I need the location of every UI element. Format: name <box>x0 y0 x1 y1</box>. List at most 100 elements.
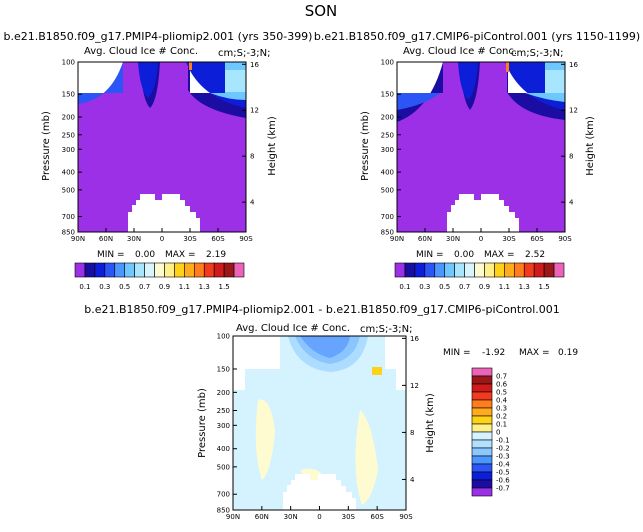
panel-3-xtick-label-0: 90N <box>226 513 240 521</box>
panel-2-subtitle-left: Avg. Cloud Ice # Conc. <box>403 46 517 57</box>
panel-2-colorbar-box-3 <box>424 262 436 278</box>
panel-3-xtick-label-2: 30N <box>284 513 298 521</box>
panel-3-colorbar-box-10 <box>471 447 493 457</box>
panel-3-colorbar-label-13: -0.6 <box>496 477 510 485</box>
panel-3-x-ticks: 90N 60N 30N 0 30S 60S 90S <box>226 506 413 521</box>
panel-1-colorbar-box-15 <box>223 262 235 278</box>
panel-3-colorbar-box-7 <box>471 423 493 433</box>
panel-1-subtitle-right: cm;S;-3;N; <box>218 48 271 59</box>
panel-3-colorbar-label-5: 0.2 <box>496 413 507 421</box>
panel-3-pos-right <box>355 410 378 505</box>
panel-2-xtick-label-3: 0 <box>479 235 483 243</box>
panel-3-xtick-label-5: 60S <box>370 513 384 521</box>
panel-3-xtick-label-6: 90S <box>399 513 413 521</box>
panel-3-y-ticks: 100 150 200 250 300 400 500 700 850 <box>217 333 237 515</box>
panel-1-title: b.e21.B1850.f09_g17.PMIP4-pliomip2.001 (… <box>4 30 313 43</box>
panel-2-y-ticks: 100 150 200 250 300 400 500 700 850 <box>381 59 401 237</box>
panel-2-colorbar-box-16 <box>553 262 565 278</box>
panel-2-colorbar-box-1 <box>404 262 416 278</box>
panel-3-ytick-label-4: 300 <box>217 422 230 430</box>
panel-1-ytick-label-7: 700 <box>62 213 75 221</box>
panel-1-colorbar-box-6 <box>134 262 145 278</box>
panel-2-ytick-label-6: 500 <box>381 186 394 194</box>
panel-2-colorbar-box-4 <box>434 262 446 278</box>
panel-3-colorbar-label-14: -0.7 <box>496 485 510 493</box>
panel-2-contour-left2 <box>397 93 440 110</box>
panel-1-htick-label-3: 4 <box>250 199 255 207</box>
panel-2: b.e21.B1850.f09_g17.CMIP6-piControl.001 … <box>314 30 640 291</box>
panel-2-colorbar: 0.1 0.3 0.5 0.7 0.9 1.1 1.3 1.5 <box>394 262 565 291</box>
panel-1-colorbar-box-12 <box>193 262 205 278</box>
panel-2-terrain-mask <box>447 194 519 232</box>
panel-2-ytick-label-0: 100 <box>381 59 394 67</box>
panel-3-colorbar-box-2 <box>471 383 493 393</box>
panel-2-colorbar-box-13 <box>523 262 535 278</box>
panel-3-max-value: 0.19 <box>558 348 578 358</box>
panel-1-colorbar-box-9 <box>164 262 175 278</box>
panel-2-htick-label-0: 16 <box>569 61 578 69</box>
panel-2-plot-area <box>397 62 565 232</box>
panel-1-colorbar-label-2: 0.5 <box>119 283 130 291</box>
panel-1-min-label: MIN = <box>97 250 125 260</box>
panel-3-colorbar-label-0: 0.7 <box>496 373 507 381</box>
panel-2-ylabel-right: Height (km) <box>585 116 596 176</box>
panel-3-min-label: MIN = <box>443 348 471 358</box>
panel-2-xtick-label-5: 60S <box>530 235 544 243</box>
panel-3-htick-label-3: 4 <box>410 476 415 484</box>
panel-2-peak <box>506 62 509 72</box>
panel-3-colorbar-box-8 <box>471 431 493 441</box>
panel-3-ytick-label-8: 850 <box>217 507 230 515</box>
panel-3-colorbar-label-10: -0.3 <box>496 453 510 461</box>
panel-1-contour-mid <box>125 62 246 108</box>
panel-2-colorbar-box-8 <box>474 262 485 278</box>
panel-2-colorbar-box-14 <box>533 262 545 278</box>
panel-2-min-value: 0.00 <box>454 250 474 260</box>
panel-3-neg-light <box>288 336 368 372</box>
panel-3-colorbar-label-1: 0.6 <box>496 381 508 389</box>
panel-1-ytick-label-1: 150 <box>62 91 75 99</box>
panel-3-min-value: -1.92 <box>482 348 505 358</box>
panel-3-ytick-label-3: 250 <box>217 407 230 415</box>
panel-3: b.e21.B1850.f09_g17.PMIP4-pliomip2.001 -… <box>84 303 578 521</box>
panel-3-ytick-label-7: 700 <box>217 491 230 499</box>
panel-3-colorbar-box-6 <box>471 415 493 425</box>
panel-1-htick-label-2: 8 <box>250 153 254 161</box>
panel-1-colorbar-box-7 <box>144 262 155 278</box>
panel-1-htick-label-0: 16 <box>250 61 259 69</box>
panel-1-colorbar-box-10 <box>174 262 185 278</box>
panel-1-height-ticks: 16 12 8 4 <box>242 61 259 207</box>
panel-1-xtick-label-4: 30S <box>183 235 197 243</box>
panel-2-x-ticks: 90N 60N 30N 0 30S 60S 90S <box>390 228 572 243</box>
panel-3-ytick-label-0: 100 <box>217 333 230 341</box>
panel-2-xtick-label-2: 30N <box>446 235 460 243</box>
panel-1-colorbar-box-8 <box>154 262 165 278</box>
panel-3-mask-right <box>385 336 406 369</box>
panel-2-ytick-label-3: 250 <box>381 131 394 139</box>
panel-1-colorbar-box-5 <box>124 262 135 278</box>
panel-3-colorbar-label-12: -0.5 <box>496 469 510 477</box>
panel-3-colorbar-box-13 <box>471 471 493 481</box>
panel-1-colorbar-label-3: 0.7 <box>139 283 150 291</box>
panel-2-htick-label-1: 12 <box>569 107 578 115</box>
panel-3-colorbar-box-15 <box>471 487 493 497</box>
panel-3-htick-label-0: 16 <box>410 335 419 343</box>
panel-3-ytick-label-5: 400 <box>217 445 230 453</box>
panel-3-height-ticks: 16 12 8 4 <box>402 335 419 484</box>
panel-2-height-ticks: 16 12 8 4 <box>561 61 578 207</box>
panel-2-colorbar-label-6: 1.3 <box>519 283 530 291</box>
panel-3-xtick-label-4: 30S <box>342 513 356 521</box>
panel-1-y-ticks: 100 150 200 250 300 400 500 700 850 <box>62 59 82 237</box>
panel-1-colorbar-label-5: 1.1 <box>179 283 190 291</box>
panel-3-mask-left <box>233 336 280 369</box>
panel-1-ytick-label-3: 250 <box>62 131 75 139</box>
panel-2-contour-mid <box>445 62 565 110</box>
panel-2-subtitle-right: cm;S;-3;N; <box>511 48 564 59</box>
panel-1: b.e21.B1850.f09_g17.PMIP4-pliomip2.001 (… <box>4 30 313 291</box>
panel-3-xtick-label-1: 60N <box>255 513 269 521</box>
panel-2-colorbar-box-7 <box>464 262 475 278</box>
panel-3-colorbar-box-3 <box>471 391 493 401</box>
season-title: SON <box>305 2 338 20</box>
panel-1-contour-left <box>78 62 123 104</box>
